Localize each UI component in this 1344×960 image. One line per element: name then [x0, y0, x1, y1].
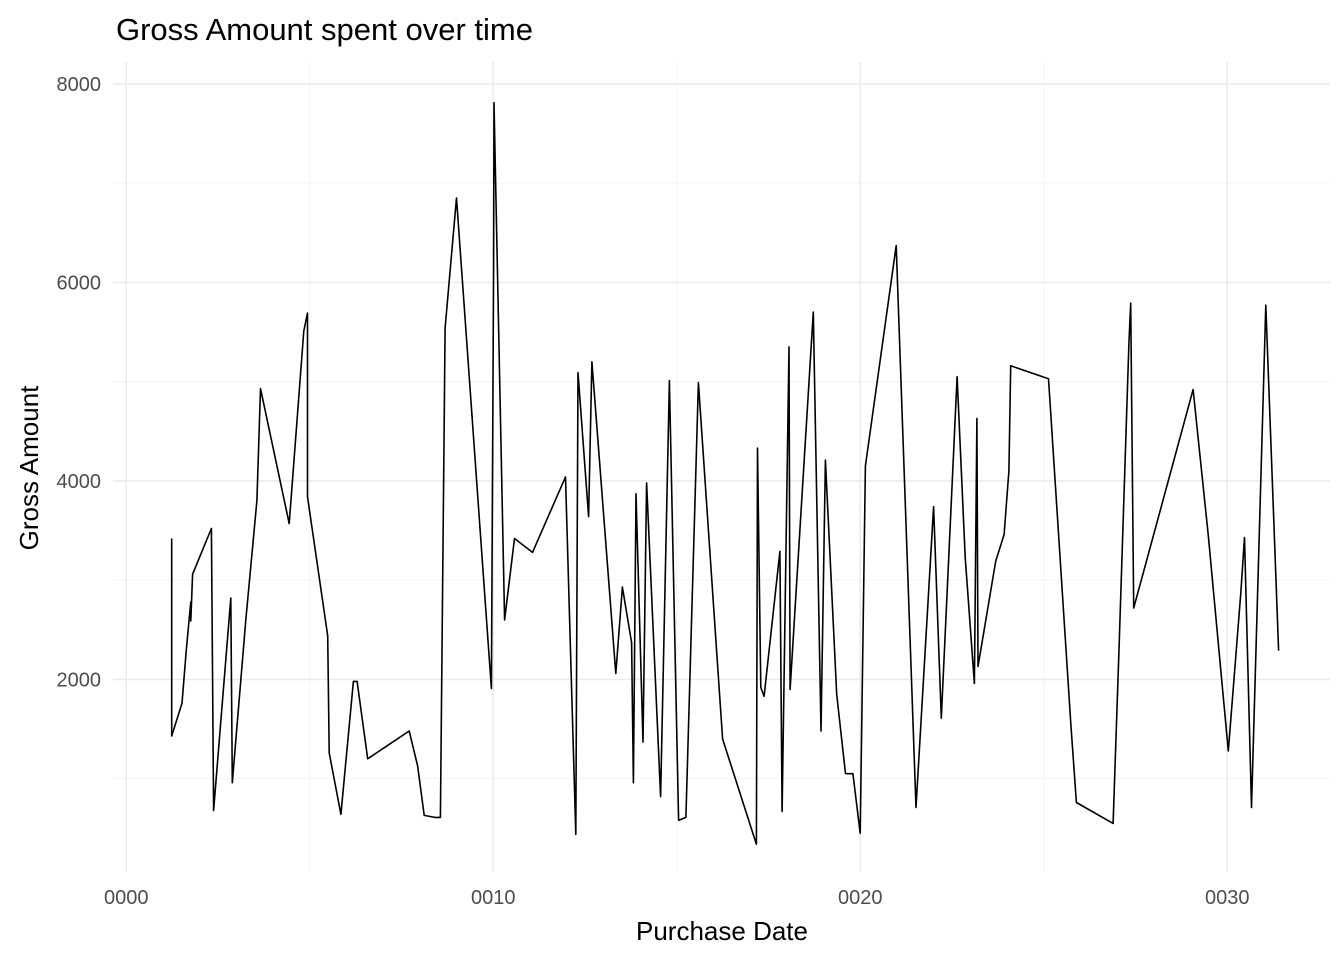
y-axis-label: Gross Amount — [14, 385, 44, 551]
x-tick-label: 0010 — [471, 887, 516, 909]
chart-title: Gross Amount spent over time — [116, 12, 533, 47]
series-line — [170, 101, 1280, 845]
x-tick-label: 0030 — [1205, 887, 1250, 909]
x-axis-label: Purchase Date — [636, 916, 808, 946]
y-tick-label: 2000 — [57, 669, 102, 691]
x-tick-label: 0020 — [838, 887, 883, 909]
series-layer — [170, 101, 1280, 845]
x-tick-label: 0000 — [104, 887, 149, 909]
y-tick-label: 8000 — [57, 74, 102, 96]
tick-labels: 0000 0010 0020 0030 2000 4000 6000 8000 — [57, 74, 1250, 909]
y-tick-label: 4000 — [57, 471, 102, 493]
y-tick-label: 6000 — [57, 272, 102, 294]
